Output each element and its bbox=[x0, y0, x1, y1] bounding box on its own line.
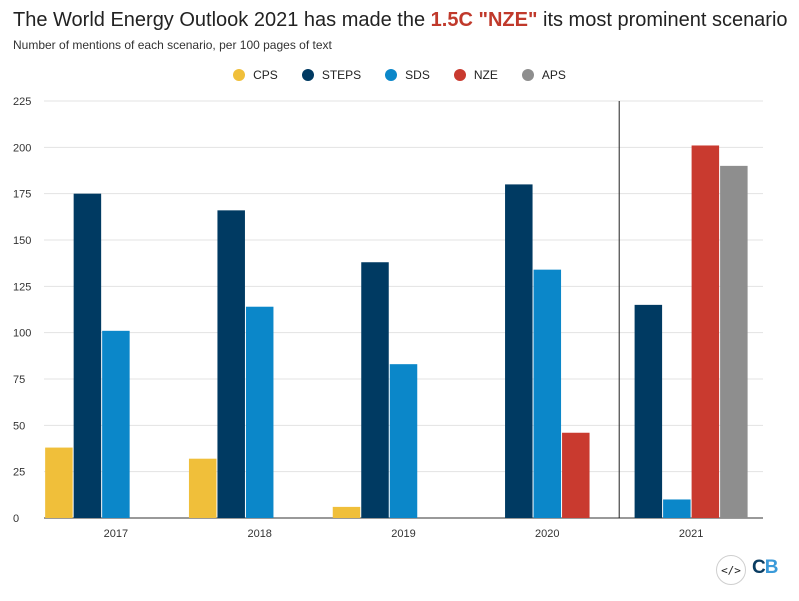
y-tick-label-0: 0 bbox=[13, 513, 19, 525]
legend-label-sds: SDS bbox=[405, 68, 430, 82]
bar-sds-2019 bbox=[389, 364, 418, 518]
title-text-end: its most prominent scenario bbox=[537, 9, 788, 31]
bar-cps-2018 bbox=[188, 458, 217, 518]
legend-item-steps[interactable]: STEPS bbox=[301, 68, 362, 82]
chart-title: The World Energy Outlook 2021 has made t… bbox=[13, 9, 788, 32]
legend-dot-cps bbox=[233, 69, 246, 81]
legend-label-cps: CPS bbox=[253, 68, 278, 82]
x-tick-label-2017: 2017 bbox=[104, 528, 128, 540]
bar-nze-2020 bbox=[562, 432, 590, 518]
legend-dot-sds bbox=[385, 69, 398, 81]
title-highlight: 1.5C "NZE" bbox=[430, 9, 538, 31]
y-tick-label-175: 175 bbox=[13, 189, 31, 201]
legend-label-nze: NZE bbox=[473, 68, 498, 82]
bar-aps-2021 bbox=[720, 165, 748, 518]
chart-legend: CPS STEPS SDS NZE APS bbox=[0, 68, 799, 82]
legend-item-sds[interactable]: SDS bbox=[385, 68, 430, 82]
bar-nze-2021 bbox=[691, 145, 720, 519]
y-tick-label-150: 150 bbox=[13, 235, 31, 247]
y-tick-label-125: 125 bbox=[13, 281, 31, 293]
bar-sds-2018 bbox=[245, 306, 274, 518]
chart-subtitle: Number of mentions of each scenario, per… bbox=[13, 38, 332, 52]
bar-steps-2021 bbox=[634, 304, 663, 518]
legend-dot-aps bbox=[521, 69, 534, 81]
bar-steps-2018 bbox=[217, 210, 245, 518]
legend-dot-nze bbox=[453, 69, 466, 81]
legend-label-steps: STEPS bbox=[321, 68, 362, 82]
y-tick-label-225: 225 bbox=[13, 96, 31, 108]
bar-sds-2021 bbox=[663, 499, 691, 518]
x-tick-label-2021: 2021 bbox=[679, 528, 703, 540]
legend-item-cps[interactable]: CPS bbox=[233, 68, 278, 82]
legend-label-aps: APS bbox=[541, 68, 566, 82]
legend-item-nze[interactable]: NZE bbox=[453, 68, 498, 82]
bar-cps-2019 bbox=[332, 506, 361, 518]
x-tick-label-2019: 2019 bbox=[391, 528, 415, 540]
y-tick-label-100: 100 bbox=[13, 328, 31, 340]
bar-steps-2020 bbox=[505, 184, 533, 518]
bar-sds-2017 bbox=[102, 330, 130, 518]
y-tick-label-50: 50 bbox=[13, 420, 25, 432]
logo-letter-c: C bbox=[752, 557, 766, 578]
logo-letter-b: B bbox=[764, 557, 779, 578]
x-tick-label-2020: 2020 bbox=[535, 528, 559, 540]
bar-cps-2017 bbox=[45, 447, 73, 518]
y-tick-label-25: 25 bbox=[13, 467, 25, 479]
bar-steps-2019 bbox=[361, 262, 389, 518]
y-tick-label-75: 75 bbox=[13, 374, 25, 386]
legend-dot-steps bbox=[301, 69, 314, 81]
y-tick-label-200: 200 bbox=[13, 142, 31, 154]
bar-sds-2020 bbox=[533, 269, 562, 518]
x-tick-label-2018: 2018 bbox=[247, 528, 271, 540]
carbon-brief-logo: CB bbox=[752, 557, 779, 579]
title-text-start: The World Energy Outlook 2021 has made t… bbox=[13, 9, 431, 31]
legend-item-aps[interactable]: APS bbox=[521, 68, 566, 82]
embed-code-icon[interactable]: </> bbox=[716, 555, 746, 585]
bar-steps-2017 bbox=[73, 193, 102, 518]
